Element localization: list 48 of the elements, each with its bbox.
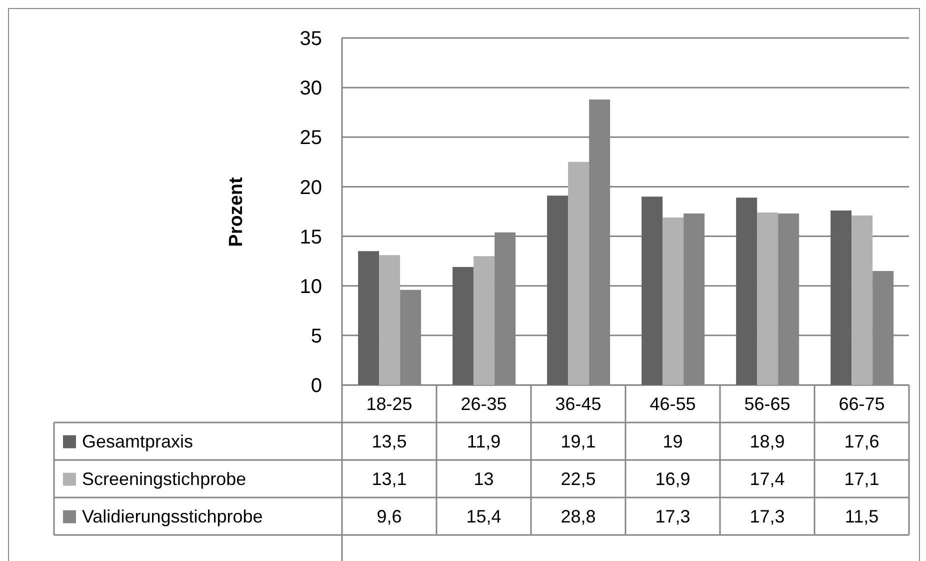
data-label: 13 <box>474 468 494 489</box>
bar <box>852 215 873 385</box>
bar <box>736 198 758 385</box>
y-tick-label: 25 <box>300 127 322 150</box>
data-label: 15,4 <box>466 506 502 526</box>
data-label: 17,6 <box>844 431 880 452</box>
y-tick-label: 5 <box>310 326 322 348</box>
data-label: 16,9 <box>655 468 690 489</box>
data-label: 22,5 <box>560 468 596 489</box>
y-tick-label: 10 <box>300 276 322 298</box>
data-label: 13,1 <box>372 468 407 489</box>
bar <box>379 255 400 385</box>
bar <box>452 267 474 385</box>
data-label: 28,8 <box>560 506 596 526</box>
bar <box>662 217 684 385</box>
bar <box>474 256 495 385</box>
data-label: 11,9 <box>466 431 501 452</box>
data-label: 9,6 <box>376 506 402 526</box>
bar <box>757 212 778 385</box>
legend-label: Screeningstichprobe <box>82 468 246 489</box>
data-label: 18,9 <box>750 431 785 452</box>
x-tick-label: 18-25 <box>366 394 412 414</box>
bar <box>358 251 380 385</box>
y-tick-label: 35 <box>300 28 322 50</box>
legend-label: Validierungsstichprobe <box>82 506 263 526</box>
y-axis-title: Prozent <box>226 176 248 246</box>
y-tick-label: 15 <box>300 226 322 248</box>
y-tick-label: 0 <box>310 375 322 398</box>
data-label: 11,5 <box>844 506 879 526</box>
data-label: 17,4 <box>750 468 785 489</box>
data-label: 17,3 <box>655 506 690 526</box>
bar <box>547 196 568 385</box>
x-tick-label: 36-45 <box>555 394 602 414</box>
y-tick-label: 30 <box>300 78 322 100</box>
bar <box>568 162 590 385</box>
data-label: 19,1 <box>560 431 596 452</box>
legend-label: Gesamtpraxis <box>82 431 194 452</box>
data-label: 17,1 <box>844 468 880 489</box>
x-tick-label: 66-75 <box>838 394 885 414</box>
data-label: 13,5 <box>372 431 407 452</box>
x-tick-label: 26-35 <box>460 394 507 414</box>
y-tick-label: 20 <box>300 176 322 199</box>
x-tick-label: 56-65 <box>744 394 790 414</box>
data-label: 17,3 <box>750 506 785 526</box>
x-tick-label: 46-55 <box>650 394 696 414</box>
data-label: 19 <box>662 431 683 452</box>
bar <box>642 196 663 385</box>
bar <box>830 210 852 385</box>
